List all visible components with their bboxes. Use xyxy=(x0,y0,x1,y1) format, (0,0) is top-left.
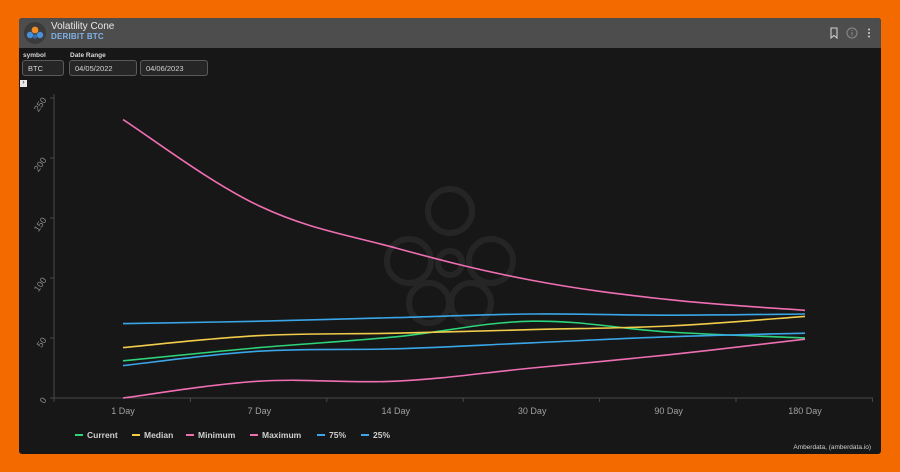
x-tick-label: 90 Day xyxy=(654,406,683,416)
y-tick-label: 150 xyxy=(32,215,49,233)
bookmark-icon[interactable] xyxy=(829,27,839,39)
x-tick-label: 14 Day xyxy=(382,406,411,416)
info-icon[interactable] xyxy=(846,27,858,39)
widget-title: Volatility Cone xyxy=(51,21,115,32)
symbol-select[interactable]: BTC xyxy=(22,60,64,76)
widget-subtitle: DERIBIT BTC xyxy=(51,32,104,41)
x-tick-label: 180 Day xyxy=(788,406,822,416)
volatility-cone-chart: 0 50 100 150 200 250 1 Day 7 Day 14 Day 30 Day 90 … xyxy=(32,94,873,416)
legend-swatch-maximum xyxy=(250,433,258,436)
symbol-label: symbol xyxy=(23,52,46,59)
x-tick-label: 1 Day xyxy=(111,406,135,416)
amberdata-logo-icon xyxy=(24,22,46,44)
end-date-input[interactable]: 04/06/2023 xyxy=(140,60,208,76)
watermark-logo xyxy=(384,186,516,326)
series-line-maximum xyxy=(122,118,806,312)
y-tick-label: 50 xyxy=(35,335,49,349)
y-tick-label: 100 xyxy=(32,275,49,293)
legend-label: 25% xyxy=(373,430,391,440)
series-line-75pct xyxy=(122,313,806,325)
legend-swatch-current xyxy=(75,433,83,436)
y-tick-label: 0 xyxy=(38,395,49,405)
legend-swatch-25pct xyxy=(361,433,369,436)
collapse-toggle[interactable]: › xyxy=(20,80,27,87)
legend-item-median[interactable]: Median xyxy=(132,430,173,440)
widget-header: Volatility Cone DERIBIT BTC xyxy=(19,18,881,48)
y-tick-label: 200 xyxy=(32,155,49,173)
series-line-25pct xyxy=(122,332,806,367)
legend-label: Minimum xyxy=(198,430,236,440)
series-line-median xyxy=(122,315,806,349)
series-line-current xyxy=(122,320,806,362)
widget-frame: Volatility Cone DERIBIT BTC symbol BTC D… xyxy=(19,18,881,454)
legend-item-current[interactable]: Current xyxy=(75,430,118,440)
series-line-minimum xyxy=(122,338,806,399)
legend-swatch-75pct xyxy=(317,433,325,436)
legend-label: Current xyxy=(87,430,118,440)
legend-swatch-minimum xyxy=(186,433,194,436)
legend-label: Maximum xyxy=(262,430,302,440)
start-date-input[interactable]: 04/05/2022 xyxy=(69,60,137,76)
legend-label: 75% xyxy=(329,430,347,440)
credit-text: Amberdata, (amberdata.io) xyxy=(793,444,871,451)
x-tick-label: 7 Day xyxy=(248,406,272,416)
legend-item-75pct[interactable]: 75% xyxy=(317,430,346,440)
kebab-menu-icon[interactable] xyxy=(866,27,872,39)
x-tick-label: 30 Day xyxy=(518,406,547,416)
date-range-label: Date Range xyxy=(70,52,106,59)
legend-item-25pct[interactable]: 25% xyxy=(361,430,390,440)
y-tick-label: 250 xyxy=(32,95,49,113)
legend-swatch-median xyxy=(132,433,140,436)
legend-item-minimum[interactable]: Minimum xyxy=(186,430,235,440)
legend-label: Median xyxy=(144,430,174,440)
legend-item-maximum[interactable]: Maximum xyxy=(250,430,301,440)
